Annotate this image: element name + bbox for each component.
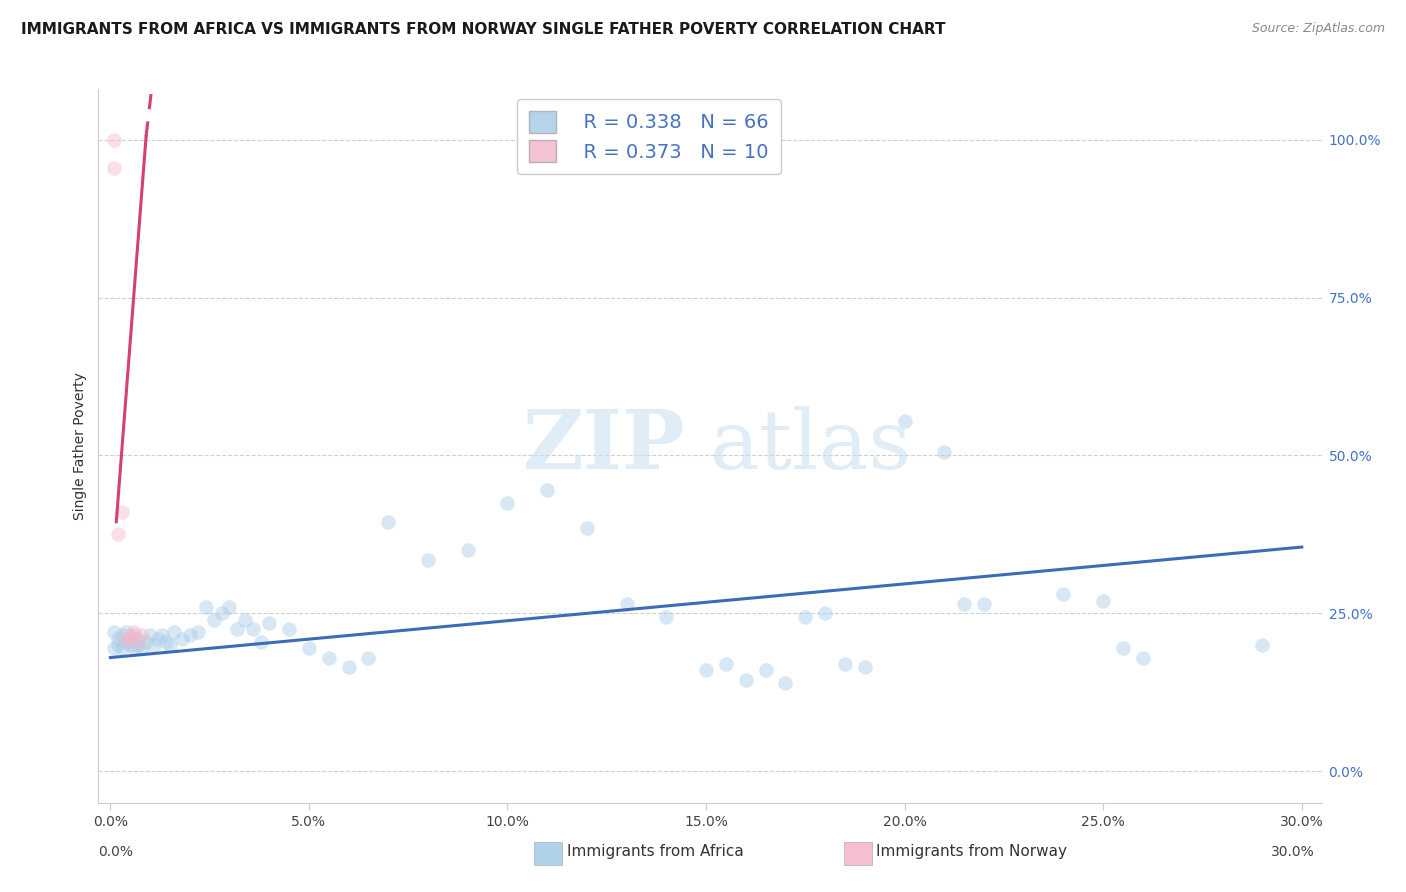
Point (127, 638, 149, 652)
Point (377, 515, 399, 529)
Point (131, 641, 153, 656)
Point (150, 628, 173, 642)
Point (194, 600, 217, 615)
Point (1112, 641, 1135, 656)
Text: ZIP: ZIP (523, 406, 686, 486)
Point (103, 133, 125, 147)
Point (115, 625, 138, 640)
Point (794, 609, 817, 624)
Point (834, 657, 856, 671)
Point (103, 625, 125, 640)
Point (814, 607, 837, 621)
Point (1052, 587, 1074, 601)
Point (120, 638, 142, 652)
Point (616, 597, 638, 611)
Text: 0.0%: 0.0% (98, 845, 134, 859)
Point (457, 543, 479, 558)
Point (120, 632, 142, 646)
Point (536, 483, 558, 498)
Point (115, 632, 138, 646)
Text: Source: ZipAtlas.com: Source: ZipAtlas.com (1251, 22, 1385, 36)
Y-axis label: Single Father Poverty: Single Father Poverty (73, 372, 87, 520)
Point (1132, 650, 1154, 665)
Point (122, 625, 145, 640)
Point (111, 628, 134, 642)
Point (120, 632, 142, 646)
Point (143, 638, 166, 652)
Point (135, 634, 157, 648)
Point (155, 634, 177, 648)
Point (115, 634, 138, 648)
Point (218, 600, 240, 615)
Point (103, 641, 125, 656)
Point (111, 641, 134, 656)
Point (107, 638, 129, 652)
Text: IMMIGRANTS FROM AFRICA VS IMMIGRANTS FROM NORWAY SINGLE FATHER POVERTY CORRELATI: IMMIGRANTS FROM AFRICA VS IMMIGRANTS FRO… (21, 22, 946, 37)
Point (179, 628, 201, 642)
Point (695, 663, 717, 677)
Point (111, 505, 134, 519)
Point (496, 496, 519, 510)
Point (235, 613, 257, 627)
Point (163, 625, 186, 640)
Point (318, 650, 340, 665)
Text: atlas: atlas (710, 406, 912, 486)
Point (416, 552, 439, 566)
Point (337, 660, 360, 674)
Point (139, 628, 162, 642)
Point (107, 527, 129, 541)
Point (131, 628, 153, 642)
Point (973, 597, 995, 611)
Point (107, 632, 129, 646)
Point (159, 638, 181, 652)
Point (734, 673, 756, 687)
Point (714, 657, 737, 671)
Point (120, 628, 142, 642)
Point (953, 597, 976, 611)
Text: Immigrants from Norway: Immigrants from Norway (876, 845, 1067, 859)
Legend:   R = 0.338   N = 66,   R = 0.373   N = 10: R = 0.338 N = 66, R = 0.373 N = 10 (517, 99, 780, 174)
Point (893, 414, 915, 428)
Point (127, 632, 149, 646)
Point (250, 634, 273, 648)
Point (211, 607, 233, 621)
Point (755, 663, 778, 677)
Point (103, 161, 125, 175)
Point (934, 445, 956, 459)
Point (775, 675, 797, 690)
Point (257, 615, 280, 630)
Point (202, 613, 225, 627)
Point (170, 632, 193, 646)
Point (298, 641, 321, 656)
Point (226, 622, 249, 636)
Point (127, 634, 149, 648)
Point (357, 650, 380, 665)
Point (278, 622, 301, 636)
Point (853, 660, 876, 674)
Point (655, 609, 678, 624)
Point (1092, 593, 1115, 607)
Point (242, 622, 264, 636)
Point (146, 632, 169, 646)
Point (122, 641, 145, 656)
Point (122, 628, 145, 642)
Point (575, 521, 598, 535)
Point (187, 625, 209, 640)
Point (1251, 638, 1274, 652)
Text: Immigrants from Africa: Immigrants from Africa (567, 845, 744, 859)
Text: 30.0%: 30.0% (1271, 845, 1315, 859)
